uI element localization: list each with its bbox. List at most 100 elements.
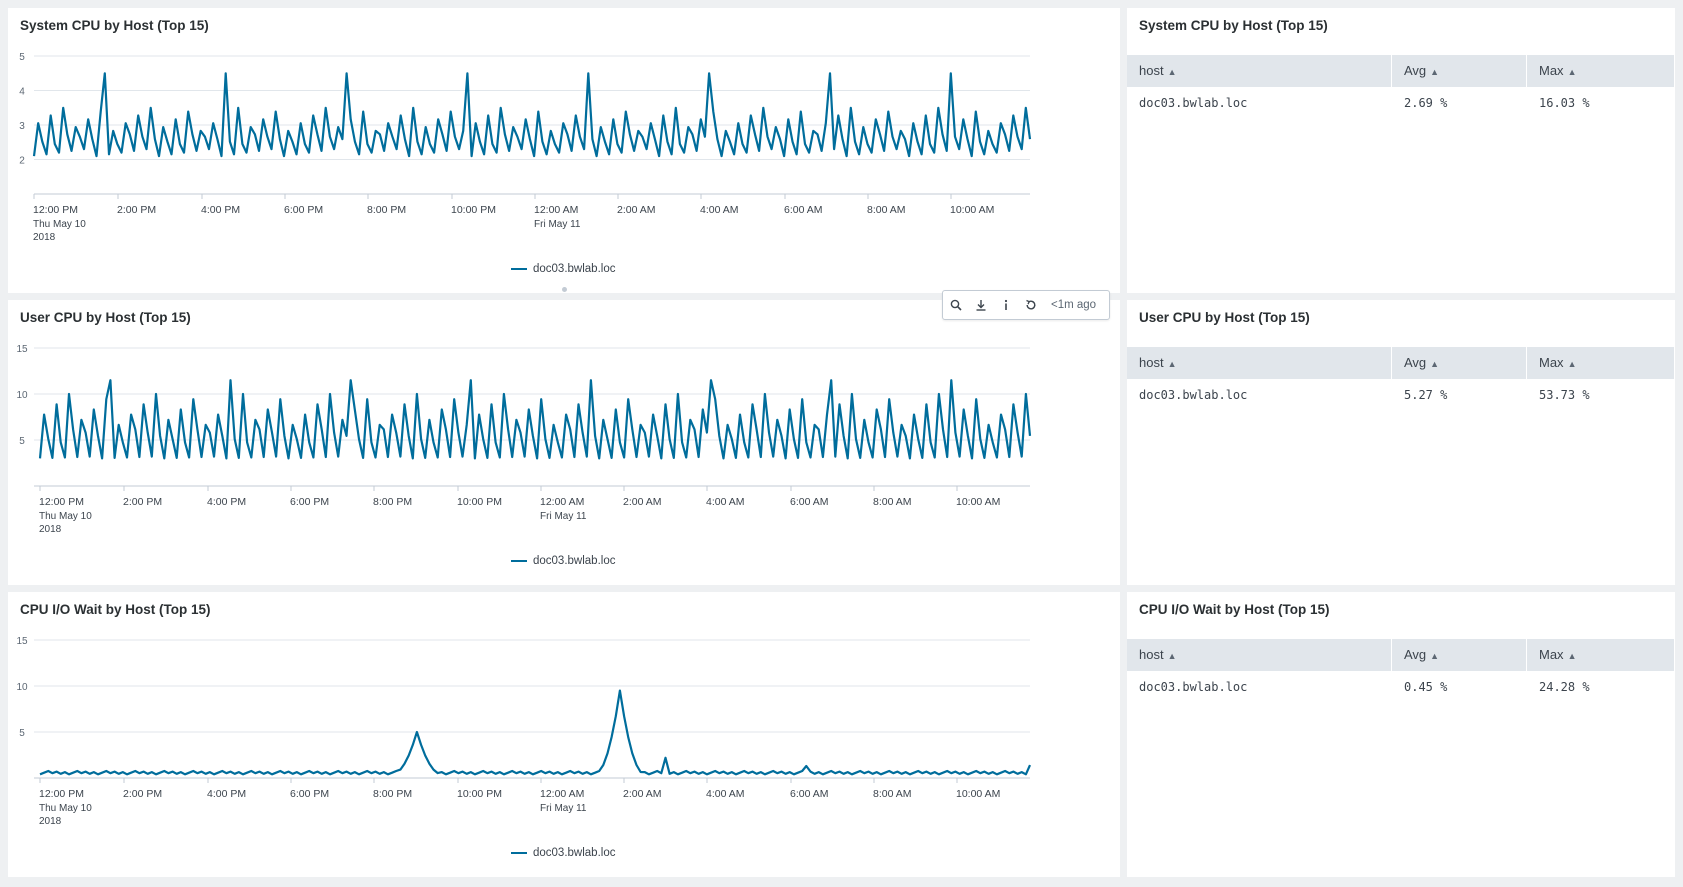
sort-icon: ▲︎: [1167, 651, 1177, 661]
panel-toolbar: <1m ago: [942, 290, 1110, 320]
x-tick-label: 6:00 PM: [290, 788, 329, 800]
y-tick-label: 10: [16, 682, 28, 693]
table-header: host ▲︎ Avg ▲︎ Max ▲︎: [1127, 639, 1675, 671]
x-tick-sublabel: 2018: [33, 232, 56, 243]
cell-avg: 0.45 %: [1404, 680, 1448, 694]
user-cpu-line-chart: 5 10 15 12:00 PM Thu May 10 2018 2:00 PM 4:00 P…: [16, 344, 1032, 535]
legend-swatch: [511, 560, 527, 562]
x-tick-label: 6:00 AM: [784, 204, 823, 216]
sort-icon: ▲︎: [1167, 67, 1177, 77]
cell-max: 16.03 %: [1539, 96, 1590, 110]
cell-host: doc03.bwlab.loc: [1139, 96, 1248, 110]
column-header-max[interactable]: Max ▲︎: [1527, 55, 1675, 87]
x-tick-sublabel: Fri May 11: [540, 803, 587, 814]
sort-icon: ▲︎: [1567, 651, 1577, 661]
x-tick-sublabel: Fri May 11: [540, 511, 587, 522]
table-row[interactable]: doc03.bwlab.loc 2.69 % 16.03 %: [1127, 87, 1675, 119]
chart-legend[interactable]: doc03.bwlab.loc: [511, 263, 615, 275]
y-tick-label: 5: [19, 52, 25, 63]
sort-icon: ▲︎: [1167, 359, 1177, 369]
legend-swatch: [511, 268, 527, 270]
x-tick-sublabel: Thu May 10: [33, 219, 86, 230]
refresh-time: <1m ago: [1051, 299, 1097, 311]
column-header-host[interactable]: host ▲︎: [1127, 347, 1392, 379]
y-tick-label: 3: [19, 121, 25, 132]
x-tick-label: 12:00 PM: [33, 204, 78, 216]
cell-avg: 5.27 %: [1404, 388, 1448, 402]
x-tick-label: 10:00 AM: [956, 788, 1000, 800]
sort-icon: ▲︎: [1567, 359, 1577, 369]
x-tick-label: 10:00 PM: [451, 204, 496, 216]
column-header-avg[interactable]: Avg ▲︎: [1392, 347, 1527, 379]
table-header: host ▲︎ Avg ▲︎ Max ▲︎: [1127, 55, 1675, 87]
table-row[interactable]: doc03.bwlab.loc 5.27 % 53.73 %: [1127, 379, 1675, 411]
cell-avg: 2.69 %: [1404, 96, 1448, 110]
legend-label: doc03.bwlab.loc: [533, 263, 616, 275]
x-tick-label: 6:00 AM: [790, 788, 829, 800]
cell-max: 53.73 %: [1539, 388, 1590, 402]
legend-label: doc03.bwlab.loc: [533, 555, 616, 567]
panel-title: System CPU by Host (Top 15): [20, 18, 209, 33]
legend-label: doc03.bwlab.loc: [533, 847, 616, 859]
column-header-max[interactable]: Max ▲︎: [1527, 347, 1675, 379]
x-tick-label: 4:00 AM: [706, 496, 745, 508]
sort-icon: ▲︎: [1430, 67, 1440, 77]
panel-resize-handle[interactable]: [562, 287, 567, 292]
y-tick-label: 4: [19, 87, 25, 98]
sort-icon: ▲︎: [1567, 67, 1577, 77]
panel-title: System CPU by Host (Top 15): [1139, 18, 1328, 33]
x-tick-sublabel: 2018: [39, 524, 62, 535]
panel-title: User CPU by Host (Top 15): [1139, 310, 1310, 325]
x-tick-sublabel: 2018: [39, 816, 62, 827]
y-tick-label: 5: [19, 436, 25, 447]
chart-panel-user-cpu: User CPU by Host (Top 15) 5 10 15 12:00 PM T…: [8, 300, 1120, 585]
x-tick-label: 4:00 PM: [201, 204, 240, 216]
stats-table: host ▲︎ Avg ▲︎ Max ▲︎ doc03.bwlab.loc 2.69 …: [1127, 55, 1675, 119]
x-tick-label: 12:00 PM: [39, 496, 84, 508]
x-tick-label: 8:00 AM: [867, 204, 906, 216]
chart-legend[interactable]: doc03.bwlab.loc: [511, 847, 615, 859]
series-line: [39, 689, 1032, 776]
search-icon[interactable]: [943, 291, 968, 319]
x-tick-sublabel: Fri May 11: [534, 219, 581, 230]
panel-title: CPU I/O Wait by Host (Top 15): [20, 602, 211, 617]
column-header-max[interactable]: Max ▲︎: [1527, 639, 1675, 671]
cell-max: 24.28 %: [1539, 680, 1590, 694]
panel-title: CPU I/O Wait by Host (Top 15): [1139, 602, 1330, 617]
x-tick-label: 2:00 PM: [117, 204, 156, 216]
x-tick-sublabel: Thu May 10: [39, 803, 92, 814]
chart-panel-io-wait: CPU I/O Wait by Host (Top 15) 5 10 15 12:00…: [8, 592, 1120, 877]
table-row[interactable]: doc03.bwlab.loc 0.45 % 24.28 %: [1127, 671, 1675, 703]
download-icon[interactable]: [968, 291, 993, 319]
x-tick-label: 2:00 AM: [617, 204, 656, 216]
chart-legend[interactable]: doc03.bwlab.loc: [511, 555, 615, 567]
info-icon[interactable]: [993, 291, 1018, 319]
sort-icon: ▲︎: [1430, 359, 1440, 369]
x-tick-label: 4:00 AM: [700, 204, 739, 216]
x-tick-label: 6:00 PM: [290, 496, 329, 508]
column-header-host[interactable]: host ▲︎: [1127, 55, 1392, 87]
x-tick-label: 10:00 PM: [457, 788, 502, 800]
x-tick-label: 8:00 PM: [367, 204, 406, 216]
x-tick-label: 10:00 AM: [950, 204, 994, 216]
column-header-host[interactable]: host ▲︎: [1127, 639, 1392, 671]
x-tick-label: 4:00 PM: [207, 788, 246, 800]
x-tick-label: 2:00 PM: [123, 496, 162, 508]
x-tick-label: 8:00 PM: [373, 496, 412, 508]
column-header-avg[interactable]: Avg ▲︎: [1392, 639, 1527, 671]
x-tick-sublabel: Thu May 10: [39, 511, 92, 522]
x-tick-label: 2:00 PM: [123, 788, 162, 800]
series-line: [38, 379, 1032, 460]
refresh-icon[interactable]: [1018, 291, 1043, 319]
x-tick-label: 8:00 PM: [373, 788, 412, 800]
table-header: host ▲︎ Avg ▲︎ Max ▲︎: [1127, 347, 1675, 379]
x-tick-label: 4:00 PM: [207, 496, 246, 508]
system-cpu-line-chart: 2 3 4 5 12:00 PM Thu May 10 2018 2:00 PM 4:00 PM…: [19, 52, 1032, 243]
x-tick-label: 10:00 PM: [457, 496, 502, 508]
table-panel-system-cpu: System CPU by Host (Top 15) host ▲︎ Avg ▲︎…: [1127, 8, 1675, 293]
column-header-avg[interactable]: Avg ▲︎: [1392, 55, 1527, 87]
stats-table: host ▲︎ Avg ▲︎ Max ▲︎ doc03.bwlab.loc 0.45 …: [1127, 639, 1675, 703]
x-tick-label: 4:00 AM: [706, 788, 745, 800]
chart-panel-system-cpu: System CPU by Host (Top 15) 2 3 4 5 12:00 PM…: [8, 8, 1120, 293]
x-tick-label: 12:00 AM: [540, 496, 584, 508]
